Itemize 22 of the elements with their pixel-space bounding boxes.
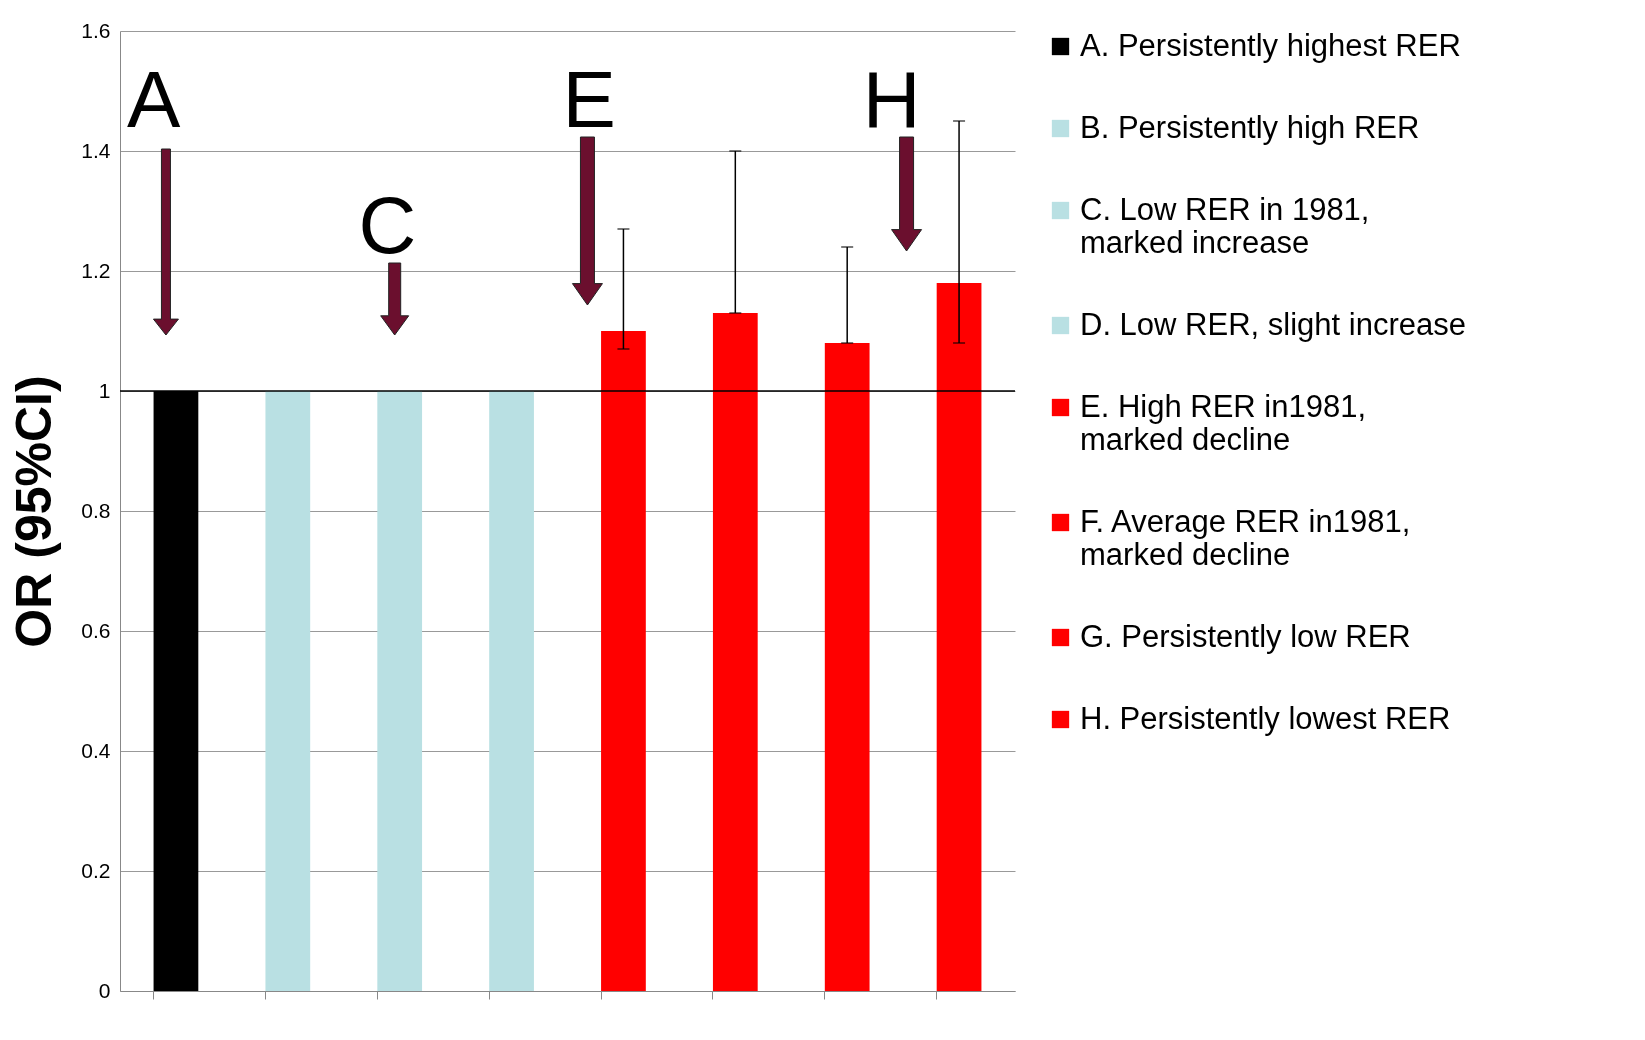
annotation: C	[358, 181, 417, 270]
y-axis-title: OR (95%CI)	[6, 375, 63, 648]
legend-label: D. Low RER, slight increase	[1080, 306, 1466, 342]
y-tick-label: 0.8	[81, 498, 111, 522]
y-tick-label: 0	[98, 978, 111, 1002]
legend-label: F. Average RER in1981, marked decline	[1080, 503, 1411, 572]
annotation: A	[126, 55, 181, 144]
y-tick-label: 0.4	[81, 738, 111, 762]
y-tick-label: 1.6	[81, 18, 111, 42]
y-tick-label: 1.2	[81, 258, 111, 282]
annotation: H	[862, 55, 921, 144]
legend-label: H. Persistently lowest RER	[1080, 700, 1451, 736]
legend-label: G. Persistently low RER	[1080, 618, 1411, 654]
y-tick-label: 1.4	[81, 138, 111, 162]
legend-label: C. Low RER in 1981, marked increase	[1080, 191, 1370, 260]
legend-label: B. Persistently high RER	[1080, 109, 1420, 145]
y-tick-label: 1	[98, 378, 111, 402]
legend-label: A. Persistently highest RER	[1080, 27, 1461, 63]
annotation: E	[562, 55, 616, 144]
legend-label: E. High RER in1981, marked decline	[1080, 388, 1367, 457]
y-tick-label: 0.2	[81, 858, 111, 882]
y-tick-label: 0.6	[81, 618, 111, 642]
